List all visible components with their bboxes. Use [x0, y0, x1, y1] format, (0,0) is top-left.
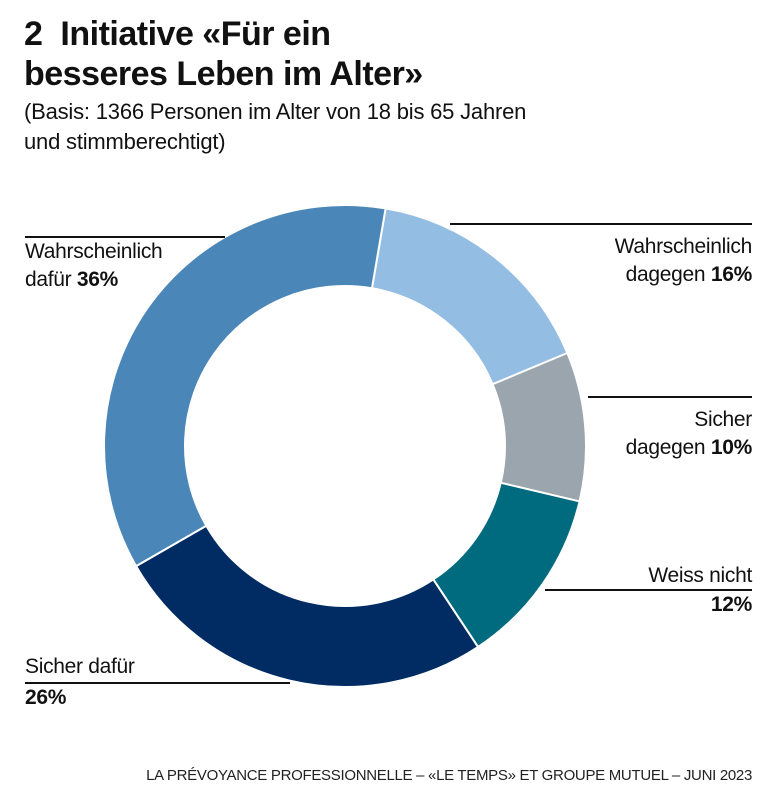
- leader-line-wahrscheinlich-dafuer: [25, 236, 225, 238]
- label-text: dagegen: [625, 263, 706, 286]
- leader-line-sicher-dafuer: [25, 682, 290, 684]
- label-sicher-dafuer: Sicher dafür: [25, 653, 135, 681]
- label-weiss-nicht-value: 12%: [711, 591, 752, 619]
- chart-title: 2 Initiative «Für ein besseres Leben im A…: [24, 14, 423, 94]
- label-text: Wahrscheinlich: [614, 235, 753, 258]
- source-footer: LA PRÉVOYANCE PROFESSIONNELLE – «LE TEMP…: [146, 767, 752, 784]
- label-text: dagegen: [625, 436, 706, 459]
- label-wahrscheinlich-dafuer: Wahrscheinlich dafür 36%: [25, 238, 163, 294]
- leader-line-weiss-nicht: [545, 589, 752, 591]
- donut-slice-wahrscheinlich-dafür: [103, 204, 387, 568]
- donut-slice-wahrscheinlich-dagegen: [370, 207, 569, 386]
- label-value: 16%: [710, 263, 752, 286]
- label-sicher-dagegen: Sicher dagegen 10%: [625, 406, 753, 462]
- leader-line-sicher-dagegen: [588, 396, 752, 398]
- label-text: Wahrscheinlich: [25, 240, 163, 263]
- title-line-1: Initiative «Für ein: [60, 15, 331, 53]
- donut-slice-sicher-dafür: [134, 524, 480, 688]
- chart-subtitle: (Basis: 1366 Personen im Alter von 18 bi…: [24, 97, 526, 157]
- subtitle-line-1: (Basis: 1366 Personen im Alter von 18 bi…: [24, 99, 527, 124]
- title-line-2: besseres Leben im Alter»: [24, 55, 423, 93]
- subtitle-line-2: und stimmberechtigt): [24, 129, 226, 154]
- label-text: Sicher: [694, 408, 752, 431]
- label-sicher-dafuer-value: 26%: [25, 684, 66, 712]
- label-text: dafür: [25, 268, 72, 291]
- label-text: Sicher dafür: [25, 655, 135, 678]
- chart-number: 2: [24, 15, 43, 53]
- label-wahrscheinlich-dagegen: Wahrscheinlich dagegen 16%: [614, 233, 753, 289]
- label-text: Weiss nicht: [648, 564, 752, 587]
- label-weiss-nicht: Weiss nicht: [648, 562, 752, 590]
- label-value: 12%: [710, 593, 752, 616]
- label-value: 26%: [25, 686, 67, 709]
- label-value: 36%: [76, 268, 119, 291]
- leader-line-wahrscheinlich-dagegen: [450, 223, 752, 225]
- label-value: 10%: [710, 436, 752, 459]
